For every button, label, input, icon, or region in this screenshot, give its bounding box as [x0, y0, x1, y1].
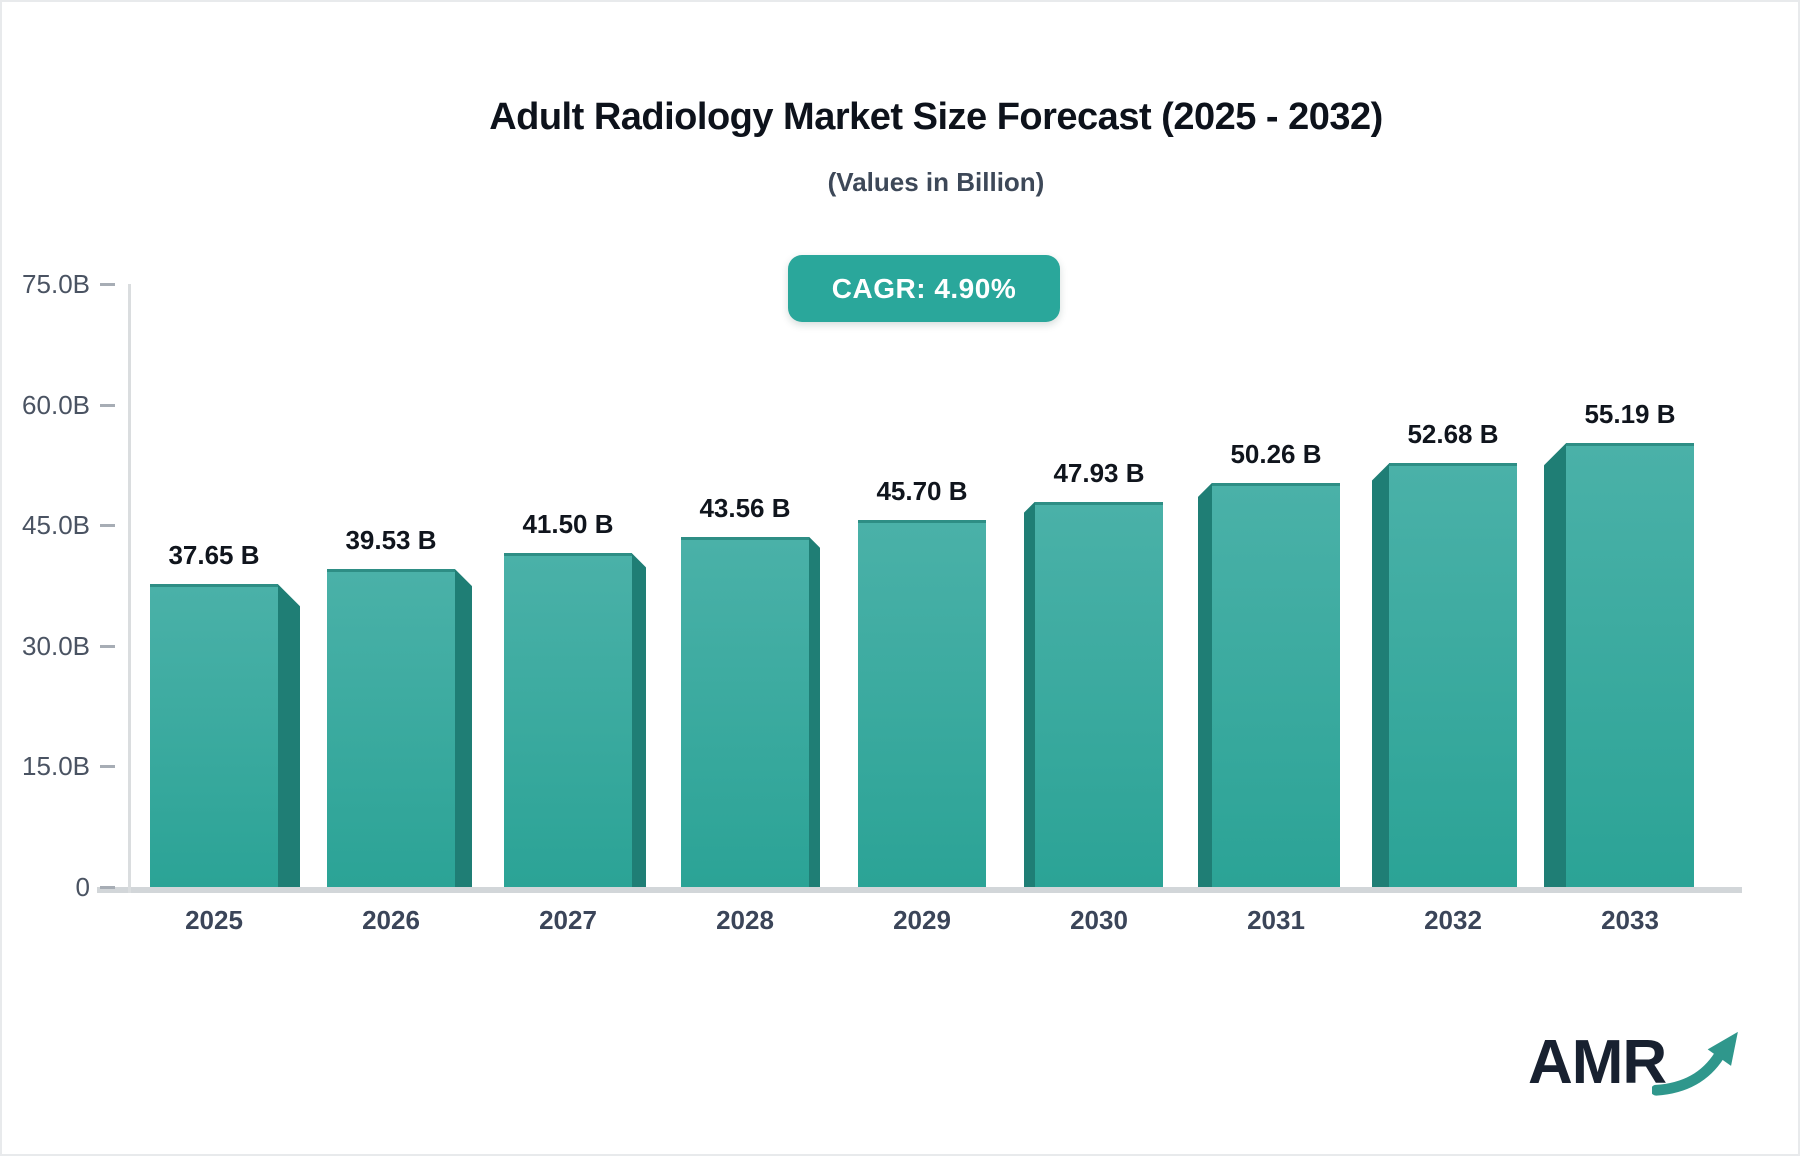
chart-title: Adult Radiology Market Size Forecast (20…	[489, 96, 1383, 138]
x-tick-label: 2027	[539, 905, 597, 935]
bar-2027[interactable]	[504, 553, 632, 887]
bar-2028[interactable]	[681, 536, 809, 887]
bar-value-label: 45.70 B	[876, 475, 968, 506]
bar-side-face-2031[interactable]	[1198, 482, 1212, 887]
bar-value-label: 37.65 B	[168, 540, 260, 571]
y-axis-tick	[100, 403, 115, 407]
bar-side-face-2030[interactable]	[1024, 501, 1035, 887]
amr-logo: AMR	[1528, 1026, 1740, 1100]
bar-side-face-2032[interactable]	[1372, 463, 1389, 887]
x-tick-label: 2028	[716, 905, 774, 935]
x-tick-label: 2025	[185, 905, 243, 935]
bar-value-label: 52.68 B	[1407, 419, 1499, 450]
y-tick-label: 45.0B	[22, 510, 90, 541]
bar-2030[interactable]	[1035, 501, 1163, 887]
y-tick-label: 30.0B	[22, 630, 90, 661]
y-tick-label: 0	[75, 872, 90, 902]
y-axis-line	[128, 284, 131, 893]
x-tick-label: 2029	[893, 905, 951, 935]
x-tick-label: 2031	[1247, 905, 1305, 935]
bar-2031[interactable]	[1212, 482, 1340, 887]
y-axis-tick	[100, 886, 115, 889]
y-axis-tick	[100, 644, 115, 648]
growth-arrow-icon	[1652, 1031, 1739, 1096]
y-tick-label: 75.0B	[22, 269, 90, 299]
y-tick-label: 15.0B	[22, 751, 90, 782]
y-axis-tick	[100, 765, 115, 769]
bar-2029[interactable]	[858, 519, 986, 887]
bar-side-face-2027[interactable]	[632, 553, 646, 887]
bar-side-face-2025[interactable]	[278, 584, 300, 887]
bar-value-label: 55.19 B	[1584, 399, 1676, 430]
bar-value-label: 43.56 B	[699, 492, 791, 523]
y-tick-label: 60.0B	[22, 389, 90, 420]
x-tick-label: 2033	[1601, 905, 1659, 935]
bar-side-face-2033[interactable]	[1544, 443, 1566, 887]
bar-value-label: 41.50 B	[522, 509, 614, 540]
amr-logo-text: AMR	[1528, 1028, 1667, 1097]
cagr-badge: CAGR: 4.90%	[788, 255, 1060, 322]
x-axis-baseline	[97, 887, 1742, 893]
x-tick-label: 2032	[1424, 905, 1482, 935]
bar-2026[interactable]	[327, 569, 455, 887]
bar-2033[interactable]	[1566, 443, 1694, 887]
bar-side-face-2026[interactable]	[455, 569, 472, 887]
bar-value-label: 47.93 B	[1053, 457, 1145, 488]
x-tick-label: 2026	[362, 905, 420, 935]
chart-subtitle: (Values in Billion)	[827, 167, 1045, 197]
y-axis-tick	[100, 283, 115, 286]
bar-2025[interactable]	[150, 584, 278, 887]
bar-2032[interactable]	[1389, 463, 1517, 887]
cagr-badge-label: CAGR: 4.90%	[831, 272, 1017, 304]
x-tick-label: 2030	[1070, 905, 1128, 935]
bar-side-face-2028[interactable]	[809, 536, 820, 887]
bar-value-label: 39.53 B	[345, 525, 437, 556]
bar-value-label: 50.26 B	[1230, 438, 1322, 469]
y-axis-tick	[100, 524, 115, 528]
